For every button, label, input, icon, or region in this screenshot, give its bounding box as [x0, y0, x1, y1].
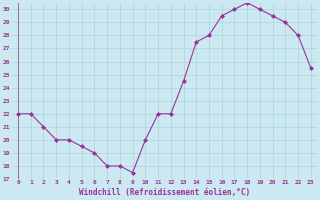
X-axis label: Windchill (Refroidissement éolien,°C): Windchill (Refroidissement éolien,°C)	[79, 188, 250, 197]
